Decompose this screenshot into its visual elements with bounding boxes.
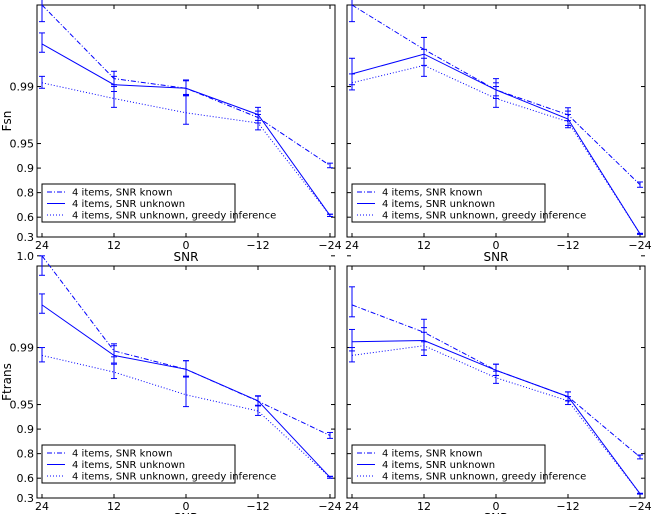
series-line-1 (351, 304, 641, 458)
series-line-3 (351, 345, 641, 495)
y-tick-label: 0.3 (17, 231, 35, 244)
y-tick-label: 0.95 (10, 399, 35, 412)
legend-label: 4 items, SNR unknown (382, 199, 495, 210)
y-tick-label: 0.8 (17, 448, 35, 461)
legend-label: 4 items, SNR unknown (72, 199, 185, 210)
legend-box (41, 444, 236, 484)
series-line-3 (41, 354, 331, 478)
x-tick-label: 0 (183, 500, 190, 513)
legend-label: 4 items, SNR unknown (72, 460, 185, 471)
y-tick-label: 0.99 (10, 81, 35, 94)
x-tick-label: 12 (107, 239, 121, 252)
x-axis-label: SNR (484, 250, 509, 264)
y-tick-label: 0.9 (17, 423, 35, 436)
x-tick-label: −24 (318, 239, 341, 252)
legend-label: 4 items, SNR unknown (382, 460, 495, 471)
legend-box (351, 444, 546, 484)
x-axis-label: SNR (174, 250, 199, 264)
legend-label: 4 items, SNR known (72, 449, 172, 460)
legend-box (41, 183, 236, 223)
x-tick-label: 24 (35, 239, 49, 252)
series-line-1 (41, 255, 331, 436)
legend-label: 4 items, SNR unknown, greedy inference (382, 472, 586, 483)
y-axis-label: Fsn (0, 111, 14, 132)
y-tick-label: 0.95 (10, 138, 35, 151)
legend-label: 4 items, SNR known (382, 188, 482, 199)
x-tick-label: 0 (183, 239, 190, 252)
x-tick-label: −24 (628, 500, 651, 513)
y-tick-label: 0.6 (17, 472, 35, 485)
subplot-3: 24 12 0 −12 −24 SNR 0.3 0.6 0.8 0.9 0.95 0.99 1.0 Ftr… (0, 250, 342, 514)
y-tick-label: 1.0 (17, 250, 35, 263)
series-line-1 (41, 4, 331, 166)
x-tick-label: 0 (493, 500, 500, 513)
x-tick-label: 24 (35, 500, 49, 513)
legend-label: 4 items, SNR unknown, greedy inference (382, 211, 586, 222)
y-axis-label: Ftrans (0, 363, 14, 401)
legend-label: 4 items, SNR known (72, 188, 172, 199)
x-tick-label: 12 (417, 500, 431, 513)
y-tick-label: 0.8 (17, 187, 35, 200)
legend-label: 4 items, SNR known (382, 449, 482, 460)
x-tick-label: −24 (628, 239, 651, 252)
x-tick-label: −12 (556, 239, 579, 252)
x-tick-label: −24 (318, 500, 341, 513)
x-tick-label: −12 (246, 239, 269, 252)
y-tick-label: 0.3 (17, 492, 35, 505)
x-tick-label: −12 (246, 500, 269, 513)
y-tick-label: 0.9 (17, 162, 35, 175)
x-tick-label: 24 (345, 500, 359, 513)
y-tick-label: 0.6 (17, 211, 35, 224)
subplot-1: 24 12 0 −12 −24 SNR 0.3 0.6 0.8 0.9 0.95 0.99 1.0 Fsn… (0, 0, 342, 264)
x-tick-label: 0 (493, 239, 500, 252)
y-tick-label: 1.0 (17, 0, 35, 2)
x-tick-label: 12 (417, 239, 431, 252)
x-axis-label: SNR (484, 511, 509, 514)
legend-box (351, 183, 546, 223)
x-axis-label: SNR (174, 511, 199, 514)
x-tick-label: 12 (107, 500, 121, 513)
x-tick-label: 24 (345, 239, 359, 252)
legend-label: 4 items, SNR unknown, greedy inference (72, 472, 276, 483)
legend-label: 4 items, SNR unknown, greedy inference (72, 211, 276, 222)
y-tick-label: 0.99 (10, 342, 35, 355)
x-tick-label: −12 (556, 500, 579, 513)
